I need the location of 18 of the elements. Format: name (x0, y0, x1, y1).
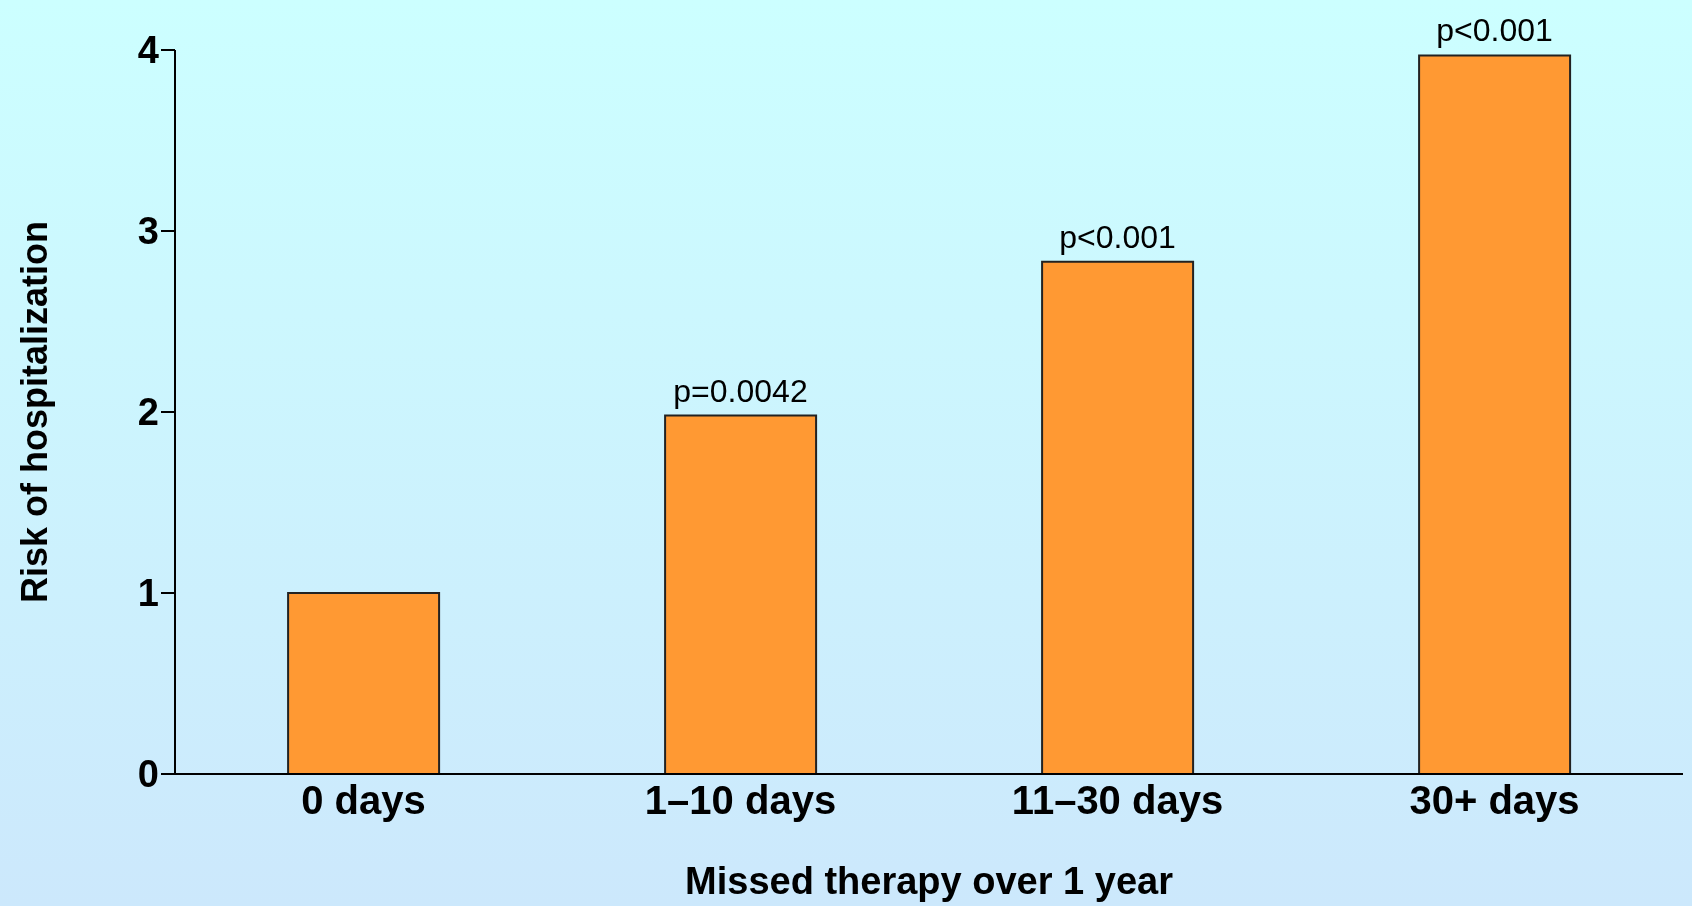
y-tick-label: 0 (137, 753, 159, 796)
x-tick-label: 0 days (301, 778, 426, 823)
annotation: p<0.001 (1436, 12, 1553, 49)
x-tick-label: 11–30 days (1011, 778, 1224, 823)
x-axis-title: Missed therapy over 1 year (685, 860, 1174, 902)
bar (1418, 54, 1572, 774)
annotation: p<0.001 (1059, 218, 1176, 255)
y-tick-label: 1 (137, 572, 159, 615)
bar (1041, 260, 1195, 774)
y-tick-label: 3 (137, 210, 159, 253)
annotation: p=0.0042 (673, 372, 808, 409)
bar (664, 414, 818, 774)
y-axis-title: Risk of hospitalization (13, 220, 55, 604)
x-tick-label: 30+ days (1409, 778, 1580, 823)
y-tick-label: 4 (137, 29, 159, 72)
y-tick-label: 2 (137, 391, 159, 434)
bar (287, 592, 441, 774)
x-tick-label: 1–10 days (644, 778, 837, 823)
